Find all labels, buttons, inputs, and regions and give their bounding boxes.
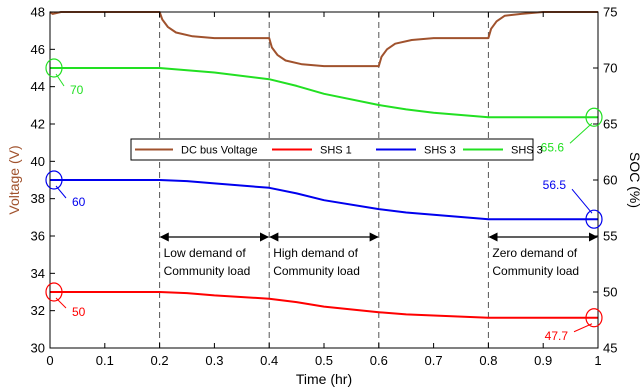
right-y-tick-label: 70	[603, 61, 617, 76]
right-y-tick-label: 45	[603, 341, 617, 356]
value-annotations: 70 65.6 60 56.5 50 47.7	[45, 58, 603, 343]
value-marker-circle	[585, 308, 603, 328]
x-tick-label: 0.1	[96, 353, 114, 368]
legend-box	[130, 138, 534, 161]
x-tick-label: 0.4	[260, 353, 278, 368]
x-tick-label: 0.9	[534, 353, 552, 368]
phase-label-line2: Community load	[273, 264, 360, 278]
left-y-tick-label: 44	[31, 79, 45, 94]
right-y-tick-label: 55	[603, 229, 617, 244]
left-y-axis-title: Voltage (V)	[6, 145, 22, 214]
value-label: 65.6	[541, 140, 565, 154]
dc-bus-voltage-line	[49, 11, 598, 68]
phase-label-line1: Zero demand of	[492, 246, 577, 260]
x-tick-label: 0.7	[425, 353, 443, 368]
phase-boundary-lines	[159, 12, 489, 348]
phase-label-line1: High demand of	[273, 246, 358, 260]
x-tick-label: 0.5	[315, 353, 333, 368]
legend-label-shs-1-soc: SHS 1	[320, 145, 352, 157]
left-y-tick-label: 46	[31, 42, 45, 57]
shs-1-soc-line	[50, 291, 598, 319]
x-tick-label: 0.3	[205, 353, 223, 368]
value-label: 70	[70, 83, 84, 97]
right-y-axis-title: SOC (%)	[627, 152, 642, 208]
legend-label-shs-2-soc: SHS 3	[424, 145, 456, 157]
x-axis-title: Time (hr)	[296, 371, 352, 387]
phase-labels: Low demand of Community load High demand o…	[159, 232, 598, 278]
right-y-axis-ticks: 45 50 55 60 65 70 75	[593, 5, 617, 356]
value-leader-line	[571, 188, 593, 214]
value-marker-circle	[585, 209, 603, 229]
right-y-tick-label: 75	[603, 5, 617, 20]
shs-2-soc-line	[50, 179, 598, 221]
right-y-tick-label: 60	[603, 173, 617, 188]
left-y-tick-label: 38	[31, 191, 45, 206]
left-y-tick-label: 34	[31, 266, 45, 281]
left-y-axis-ticks: 30 32 34 36 38 40 42 44 46 48	[31, 5, 55, 356]
left-y-tick-label: 48	[31, 5, 45, 20]
value-marker-circle	[45, 170, 63, 190]
value-label: 56.5	[543, 178, 567, 192]
value-leader-line	[55, 185, 67, 199]
legend-label-dc-bus-voltage: DC bus Voltage	[181, 145, 257, 157]
value-label: 50	[72, 305, 86, 319]
value-leader-line	[569, 122, 593, 144]
left-y-tick-label: 42	[31, 117, 45, 132]
right-y-tick-label: 65	[603, 117, 617, 132]
x-tick-label: 1	[594, 353, 601, 368]
value-marker-circle	[45, 58, 63, 78]
x-axis-ticks: 0 0.1 0.2 0.3 0.4 0.5 0.6 0.7 0.8 0.9 1	[46, 12, 602, 368]
value-label: 47.7	[545, 329, 569, 343]
value-leader-line	[55, 73, 65, 87]
left-y-tick-label: 32	[31, 303, 45, 318]
x-tick-label: 0	[46, 353, 53, 368]
left-y-tick-label: 30	[31, 341, 45, 356]
x-tick-label: 0.2	[151, 353, 169, 368]
right-y-tick-label: 50	[603, 285, 617, 300]
left-y-tick-label: 36	[31, 229, 45, 244]
legend-label-shs-3-soc: SHS 3	[511, 145, 543, 157]
phase-label-line1: Low demand of	[164, 246, 247, 260]
x-tick-label: 0.6	[370, 353, 388, 368]
legend: DC bus Voltage SHS 1 SHS 3 SHS 3	[130, 138, 543, 161]
x-tick-label: 0.8	[479, 353, 497, 368]
shs-3-soc-line	[50, 67, 598, 119]
value-leader-line	[573, 323, 593, 333]
value-label: 60	[72, 195, 86, 209]
series-lines	[49, 11, 598, 319]
phase-label-line2: Community load	[164, 264, 251, 278]
value-leader-line	[55, 297, 67, 309]
phase-label-line2: Community load	[492, 264, 579, 278]
value-marker-circle	[45, 282, 63, 302]
value-marker-circle	[585, 107, 603, 127]
left-y-tick-label: 40	[31, 154, 45, 169]
